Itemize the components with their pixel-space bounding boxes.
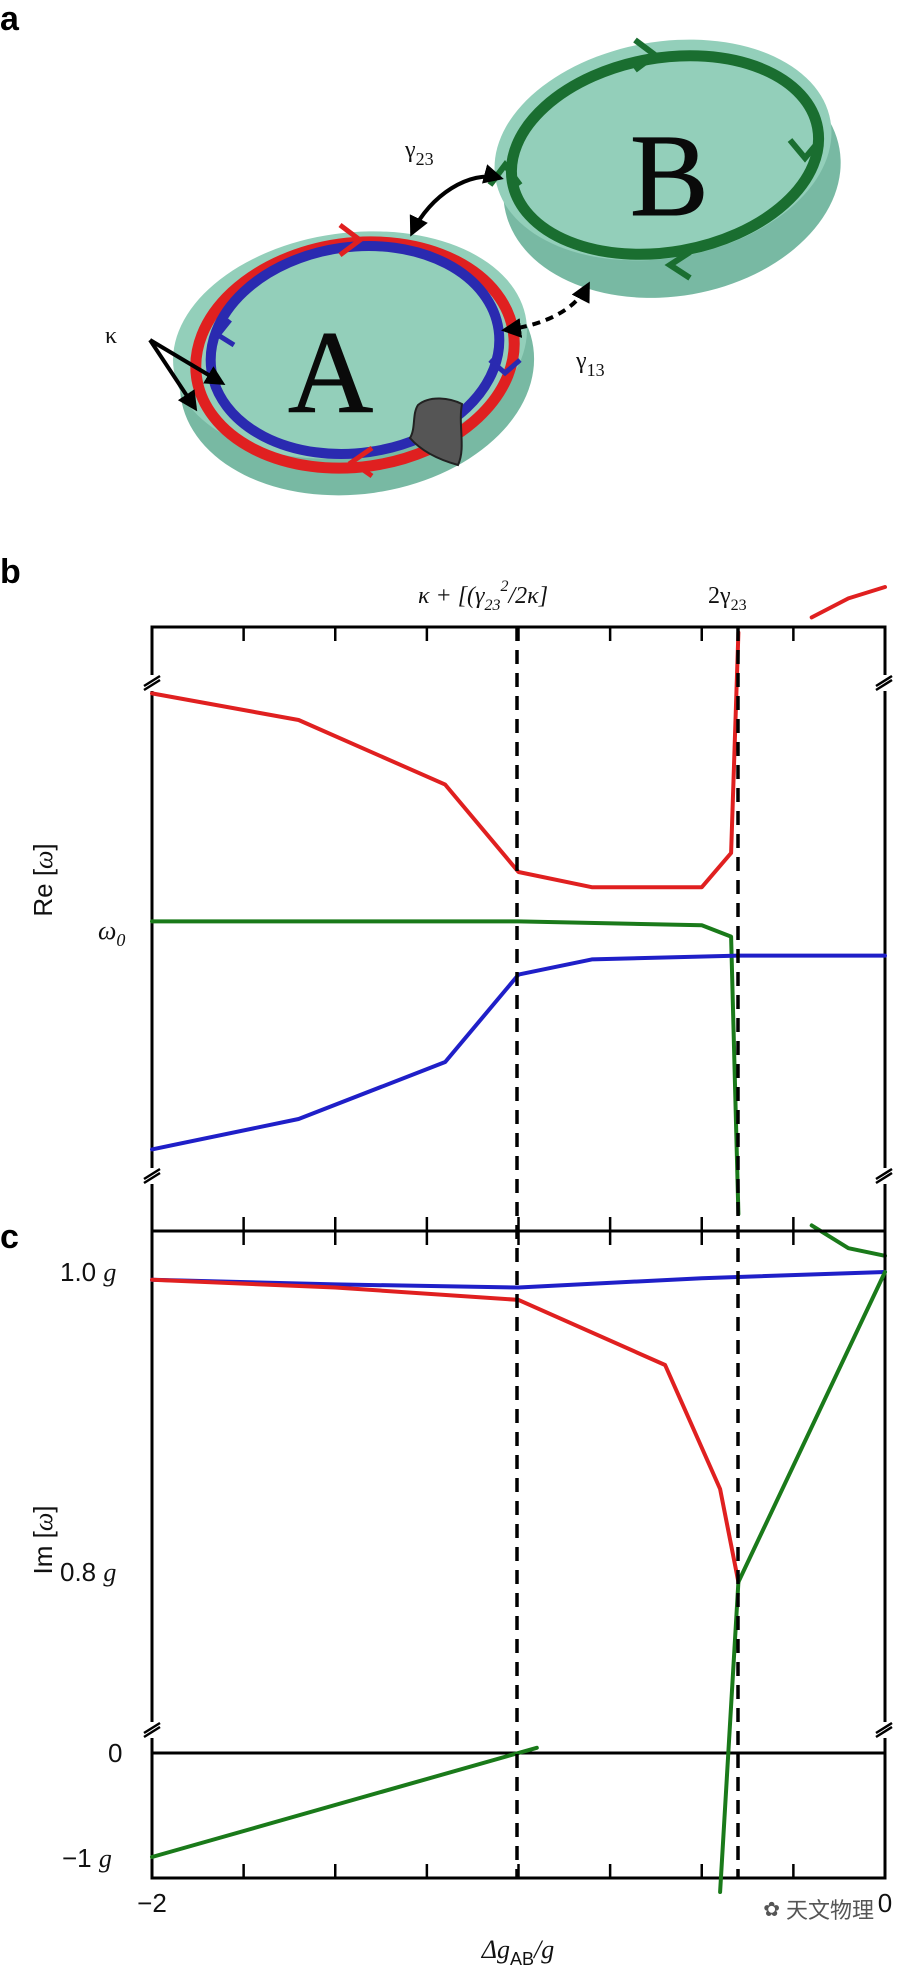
ring-a-chevron-icon — [338, 223, 365, 257]
resonator-a-group: A — [173, 223, 535, 496]
ylabel-c: Im [ω] — [28, 1506, 58, 1575]
ring-b-chevron-icon — [664, 249, 692, 281]
loss-arrow-kappa-1 — [148, 338, 226, 386]
ytick-08g: 0.8 g — [60, 1557, 116, 1587]
xlabel: ΔgAB/g — [481, 1935, 555, 1969]
series-line-2 — [809, 585, 887, 620]
ylabel-b: Re [ω] — [28, 843, 58, 916]
panel-label-a: a — [0, 0, 20, 38]
label-gamma13: γ13 — [575, 348, 605, 380]
axis-break-b — [143, 674, 894, 1185]
annotation-crossover: κ + [(γ232/2κ] — [418, 578, 548, 614]
ring-b-chevron-icon — [787, 138, 823, 163]
series-line-5 — [150, 1745, 539, 1859]
ring-a-chevron-icon — [347, 445, 374, 479]
watermark-text: 天文物理 — [785, 1899, 874, 1924]
xtick-0: 0 — [878, 1888, 892, 1918]
resonator-b-group: B — [487, 37, 841, 298]
annotation-ep: 2γ23 — [708, 583, 747, 614]
ring-b-chevron-icon — [633, 37, 660, 73]
series-line-3 — [736, 1270, 887, 1584]
series-line-4 — [809, 1223, 887, 1258]
ring-a-chevron-icon — [488, 358, 522, 377]
wechat-icon: ✿ — [763, 1897, 780, 1921]
resonator-b-disk-top — [494, 39, 832, 261]
plot-c-ticks — [150, 1231, 887, 1878]
omega0-label: ω0 — [98, 916, 125, 950]
plot-b-curves — [150, 585, 887, 1258]
ytick-minus1g: −1 g — [62, 1843, 112, 1873]
panel-label-b: b — [0, 553, 21, 591]
ytick-1g: 1.0 g — [60, 1257, 116, 1287]
coupling-arrow-gamma23 — [409, 164, 504, 237]
resonator-b-label: B — [630, 110, 709, 241]
series-line-1 — [150, 630, 741, 890]
scatterer-shape — [408, 397, 464, 467]
watermark: ✿ 天文物理 — [763, 1893, 874, 1925]
series-line-4 — [718, 1580, 741, 1894]
xtick-minus2: −2 — [137, 1888, 167, 1918]
loss-arrow-kappa-2 — [148, 338, 198, 412]
series-line-2 — [150, 1277, 741, 1584]
series-line-3 — [150, 919, 741, 1216]
series-line-1 — [150, 1270, 887, 1290]
ytick-0: 0 — [108, 1738, 122, 1768]
resonator-a-label: A — [288, 307, 373, 438]
plot-c-curves — [150, 1270, 887, 1894]
label-kappa: κ — [105, 323, 117, 349]
panel-label-c: c — [0, 1218, 19, 1256]
ring-a-chevron-icon — [214, 318, 236, 348]
coupling-arrow-gamma13 — [501, 281, 590, 338]
axis-break-c — [143, 1721, 894, 1739]
label-gamma23: γ23 — [404, 137, 434, 169]
